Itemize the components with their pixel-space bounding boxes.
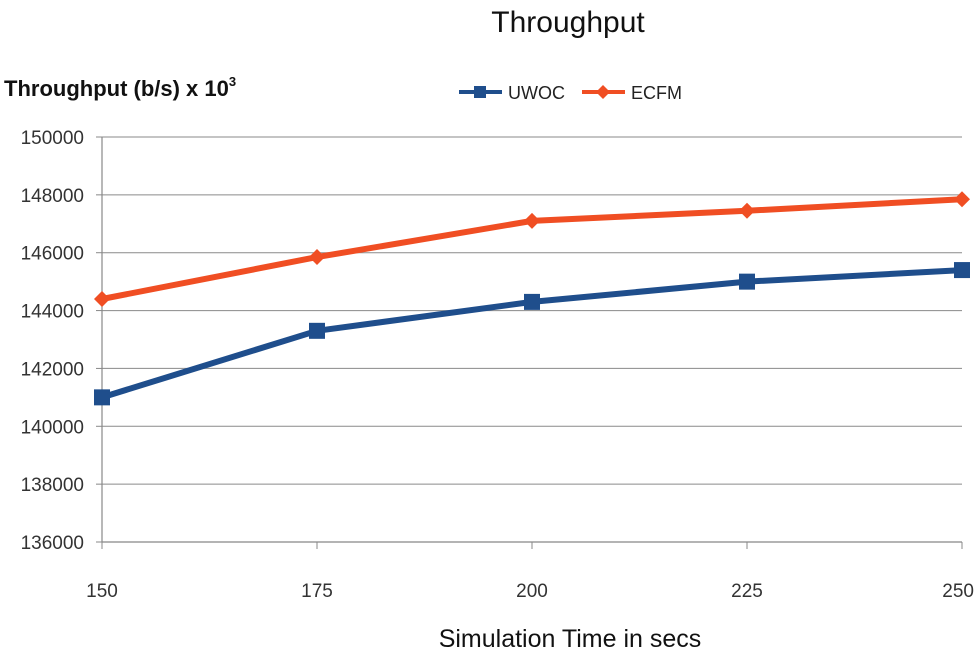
x-ticks: 150 175 200 225 250 (86, 542, 974, 602)
y-tick-label: 146000 (21, 244, 84, 265)
x-tick-label: 150 (86, 581, 118, 602)
legend-ecfm-label: ECFM (631, 83, 682, 103)
data-point-ecfm (739, 202, 755, 219)
y-tick-label: 144000 (21, 302, 84, 323)
data-point-ecfm (524, 212, 540, 229)
data-point-uwoc (739, 273, 755, 290)
x-tick-label: 200 (516, 581, 548, 602)
legend-uwoc-label: UWOC (508, 83, 565, 103)
data-point-ecfm (309, 249, 325, 266)
axes (101, 137, 962, 543)
x-tick-label: 225 (731, 581, 763, 602)
legend-uwoc-marker (474, 86, 486, 98)
series-line-uwoc (99, 267, 965, 401)
x-tick-label: 175 (301, 581, 333, 602)
data-point-ecfm (954, 191, 970, 208)
y-ticks: 136000 138000 140000 142000 144000 146000 1480… (21, 128, 102, 554)
y-axis-label: Throughput (b/s) x 103 (4, 74, 236, 101)
legend: UWOC ECFM (459, 83, 682, 103)
y-tick-label: 142000 (21, 359, 84, 380)
chart-title: Throughput (491, 6, 645, 39)
data-point-uwoc (309, 322, 325, 339)
x-tick-label: 250 (942, 581, 974, 602)
grid (102, 136, 962, 543)
y-tick-label: 136000 (21, 533, 84, 554)
y-axis-label-exponent: 3 (229, 74, 236, 89)
legend-ecfm-marker (596, 85, 610, 99)
y-tick-label: 138000 (21, 475, 84, 496)
data-point-uwoc (524, 293, 540, 310)
y-tick-label: 150000 (21, 128, 84, 149)
x-axis-label: Simulation Time in secs (439, 625, 702, 653)
y-tick-label: 140000 (21, 417, 84, 438)
data-point-uwoc (954, 262, 970, 279)
data-point-ecfm (94, 291, 110, 307)
legend-item-uwoc: UWOC (459, 83, 565, 103)
y-tick-label: 148000 (21, 186, 84, 207)
data-point-uwoc (94, 389, 110, 406)
y-axis-label-text: Throughput (b/s) x 10 (4, 76, 229, 101)
series-group (94, 191, 970, 406)
legend-item-ecfm: ECFM (582, 83, 682, 103)
